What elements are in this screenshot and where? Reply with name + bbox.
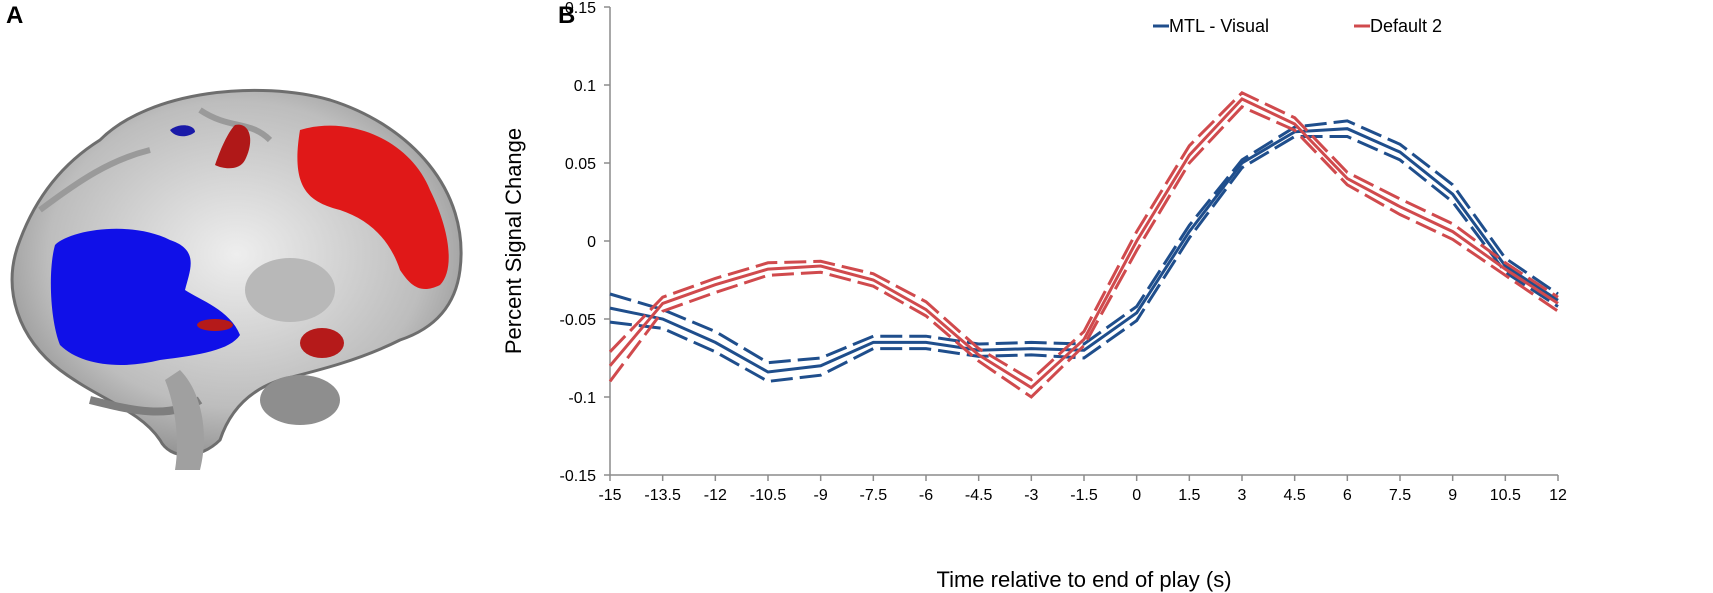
x-tick-label: -10.5 — [750, 487, 787, 504]
x-tick-label: -6 — [919, 487, 933, 504]
x-tick-label: 9 — [1448, 487, 1457, 504]
x-tick-label: -13.5 — [644, 487, 681, 504]
brain-red-region — [197, 124, 449, 358]
legend-label-mtl-visual: MTL - Visual — [1169, 16, 1269, 36]
chart-legend: MTL - Visual Default 2 — [1153, 16, 1442, 36]
x-axis-label: Time relative to end of play (s) — [936, 567, 1231, 592]
y-axis-ticks: -0.15 -0.1 -0.05 0 0.05 0.1 0.15 — [560, 0, 610, 485]
series-default-2-upper-error — [608, 90, 1559, 382]
x-tick-label: 12 — [1549, 487, 1567, 504]
series-mtl-visual-lower-error — [609, 135, 1559, 383]
x-tick-label: 4.5 — [1284, 487, 1306, 504]
chart-series — [608, 90, 1559, 399]
y-tick-label: -0.15 — [560, 468, 597, 485]
series-mtl-visual-line — [609, 127, 1559, 374]
x-tick-label: 6 — [1343, 487, 1352, 504]
series-default-2-line — [608, 97, 1559, 390]
y-tick-label: -0.1 — [568, 390, 596, 407]
y-tick-label: 0.1 — [574, 78, 596, 95]
x-tick-label: -12 — [704, 487, 727, 504]
x-tick-label: -1.5 — [1070, 487, 1098, 504]
panel-label-a: A — [6, 2, 24, 29]
y-axis-label: Percent Signal Change — [501, 128, 526, 354]
x-tick-label: -7.5 — [860, 487, 888, 504]
x-tick-label: 10.5 — [1490, 487, 1521, 504]
x-axis-ticks: -15 -13.5 -12 -10.5 -9 -7.5 -6 -4.5 -3 -1.5 0 1.5 3 4… — [598, 475, 1567, 504]
series-default-2-lower-error — [608, 104, 1559, 399]
x-tick-label: -15 — [598, 487, 621, 504]
y-tick-label: 0 — [587, 234, 596, 251]
y-tick-label: -0.05 — [560, 312, 597, 329]
x-tick-label: -9 — [814, 487, 828, 504]
x-tick-label: -4.5 — [965, 487, 993, 504]
sagittal-brain-slice-icon — [10, 88, 463, 470]
x-tick-label: 0 — [1132, 487, 1141, 504]
x-tick-label: 1.5 — [1178, 487, 1200, 504]
chart-axes — [609, 7, 1558, 476]
legend-label-default-2: Default 2 — [1370, 16, 1442, 36]
series-mtl-visual-upper-error — [609, 119, 1559, 365]
x-tick-label: -3 — [1024, 487, 1038, 504]
x-tick-label: 3 — [1238, 487, 1247, 504]
panel-label-b: B — [558, 2, 576, 29]
brain-blue-region — [50, 125, 240, 365]
y-tick-label: 0.05 — [565, 156, 596, 173]
y-tick-label: 0.15 — [565, 0, 596, 17]
x-tick-label: 7.5 — [1389, 487, 1411, 504]
